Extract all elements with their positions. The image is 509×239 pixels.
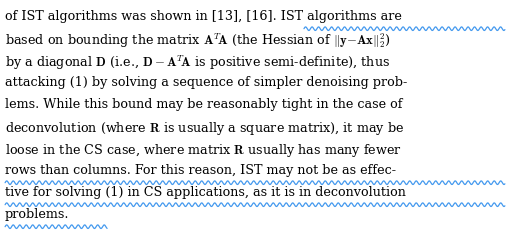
Text: based on bounding the matrix $\mathbf{A}^{T}\!\mathbf{A}$ (the Hessian of $\|\ma: based on bounding the matrix $\mathbf{A}…	[5, 32, 390, 50]
Text: lems. While this bound may be reasonably tight in the case of: lems. While this bound may be reasonably…	[5, 98, 402, 111]
Text: problems.: problems.	[5, 208, 69, 221]
Text: tive for solving (1) in CS applications, as it is in deconvolution: tive for solving (1) in CS applications,…	[5, 186, 405, 199]
Text: loose in the CS case, where matrix $\mathbf{R}$ usually has many fewer: loose in the CS case, where matrix $\mat…	[5, 142, 401, 159]
Text: deconvolution (where $\mathbf{R}$ is usually a square matrix), it may be: deconvolution (where $\mathbf{R}$ is usu…	[5, 120, 403, 137]
Text: attacking (1) by solving a sequence of simpler denoising prob-: attacking (1) by solving a sequence of s…	[5, 76, 407, 89]
Text: of IST algorithms was shown in [13], [16]. IST algorithms are: of IST algorithms was shown in [13], [16…	[5, 10, 401, 23]
Text: by a diagonal $\mathbf{D}$ (i.e., $\mathbf{D}-\mathbf{A}^{T}\!\mathbf{A}$ is pos: by a diagonal $\mathbf{D}$ (i.e., $\math…	[5, 54, 389, 72]
Text: rows than columns. For this reason, IST may not be as effec-: rows than columns. For this reason, IST …	[5, 164, 395, 177]
